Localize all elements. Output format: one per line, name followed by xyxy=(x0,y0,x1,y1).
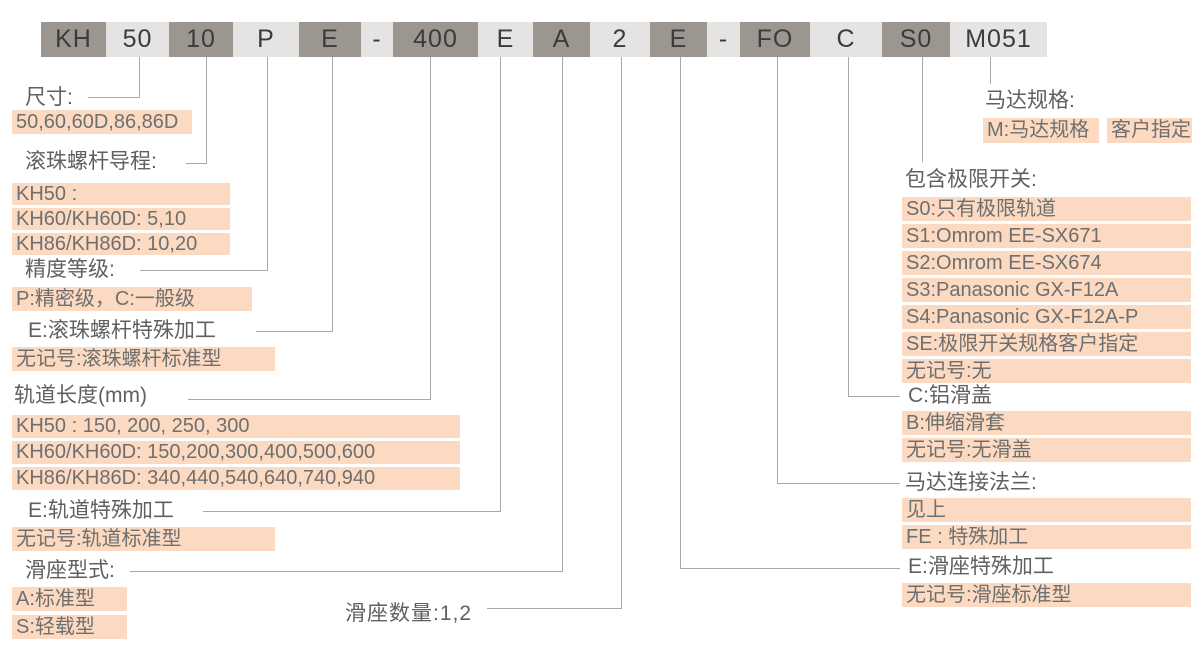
leader-line-rail-length-h xyxy=(188,399,431,400)
code-segment-series: KH xyxy=(41,22,106,57)
lead-row-kh50: KH50 : xyxy=(12,183,230,205)
leader-line-screw-special-h xyxy=(256,331,333,332)
leader-line-accuracy-v xyxy=(267,57,268,270)
leader-line-rail-special-h xyxy=(203,511,501,512)
code-segment-rail-special: E xyxy=(478,22,533,57)
limit-switch-row-none: 无记号:无 xyxy=(902,359,1191,383)
slider-special-value: 无记号:滑座标准型 xyxy=(902,583,1191,607)
leader-line-lead-v xyxy=(206,57,207,163)
code-segment-slider-qty: 2 xyxy=(590,22,650,57)
flange-row-see-above: 见上 xyxy=(902,498,1191,522)
code-segment-flange: FO xyxy=(740,22,810,57)
leader-line-accuracy-h xyxy=(140,270,268,271)
cover-row-none: 无记号:无滑盖 xyxy=(902,438,1191,462)
rail-length-row-kh60: KH60/KH60D: 150,200,300,400,500,600 xyxy=(12,441,460,464)
motor-spec-label: 马达规格: xyxy=(985,89,1075,112)
code-segment-slider-type: A xyxy=(533,22,590,57)
lead-row-kh86: KH86/KH86D: 10,20 xyxy=(12,233,230,255)
limit-switch-row-s2: S2:Omrom EE-SX674 xyxy=(902,251,1191,275)
cover-label: C:铝滑盖 xyxy=(908,384,992,407)
code-segment-rail-length: 400 xyxy=(393,22,478,57)
rail-length-row-kh50: KH50 : 150, 200, 250, 300 xyxy=(12,415,460,438)
leader-line-motor-spec-v xyxy=(990,57,991,84)
leader-line-flange-v xyxy=(777,57,778,483)
code-segment-dash-2: - xyxy=(707,22,740,57)
part-code-bar: KH 50 10 P E - 400 E A 2 E - FO C S0 M05… xyxy=(41,22,1047,57)
limit-switch-label: 包含极限开关: xyxy=(905,168,1037,191)
leader-line-slider-special-h xyxy=(680,568,900,569)
limit-switch-row-s3: S3:Panasonic GX-F12A xyxy=(902,278,1191,302)
leader-line-slider-qty-v xyxy=(621,57,622,608)
cover-row-b: B:伸缩滑套 xyxy=(902,411,1191,435)
code-segment-motor-spec: M051 xyxy=(950,22,1047,57)
leader-line-size-h xyxy=(88,97,140,98)
code-segment-slider-special: E xyxy=(650,22,707,57)
limit-switch-row-s4: S4:Panasonic GX-F12A-P xyxy=(902,305,1191,329)
slider-type-row-s: S:轻载型 xyxy=(12,615,127,639)
code-segment-limit-switch: S0 xyxy=(882,22,950,57)
motor-spec-custom-value: 客户指定 xyxy=(1107,118,1192,143)
code-segment-cover: C xyxy=(810,22,882,57)
leader-line-slider-type-h xyxy=(130,571,563,572)
rail-special-value: 无记号:轨道标准型 xyxy=(12,527,275,551)
leader-line-size-v xyxy=(139,57,140,97)
leader-line-slider-qty-h xyxy=(487,608,622,609)
leader-line-lead-h xyxy=(186,163,207,164)
code-segment-size: 50 xyxy=(106,22,169,57)
flange-row-fe: FE : 特殊加工 xyxy=(902,525,1191,549)
code-segment-lead: 10 xyxy=(169,22,233,57)
leader-line-screw-special-v xyxy=(332,57,333,331)
code-segment-accuracy: P xyxy=(233,22,299,57)
lead-label: 滚珠螺杆导程: xyxy=(25,150,157,173)
flange-label: 马达连接法兰: xyxy=(905,471,1037,494)
code-segment-dash-1: - xyxy=(361,22,393,57)
limit-switch-row-se: SE:极限开关规格客户指定 xyxy=(902,332,1191,356)
leader-line-rail-special-v xyxy=(500,57,501,511)
screw-special-label: E:滚珠螺杆特殊加工 xyxy=(28,319,216,342)
leader-line-cover-h xyxy=(848,396,900,397)
limit-switch-row-s1: S1:Omrom EE-SX671 xyxy=(902,224,1191,248)
limit-switch-row-s0: S0:只有极限轨道 xyxy=(902,197,1191,221)
slider-special-label: E:滑座特殊加工 xyxy=(908,555,1054,578)
accuracy-values: P:精密级，C:一般级 xyxy=(12,287,252,311)
leader-line-rail-length-v xyxy=(430,57,431,399)
code-segment-screw-special: E xyxy=(299,22,361,57)
rail-length-row-kh86: KH86/KH86D: 340,440,540,640,740,940 xyxy=(12,467,460,490)
accuracy-label: 精度等级: xyxy=(25,258,115,281)
lead-row-kh60: KH60/KH60D: 5,10 xyxy=(12,208,230,230)
size-label: 尺寸: xyxy=(25,86,73,109)
leader-line-slider-type-v xyxy=(562,57,563,571)
leader-line-limit-switch-v xyxy=(922,57,923,162)
slider-type-row-a: A:标准型 xyxy=(12,587,127,611)
leader-line-cover-v xyxy=(848,57,849,396)
slider-qty-label: 滑座数量:1,2 xyxy=(345,602,473,625)
slider-type-label: 滑座型式: xyxy=(25,559,115,582)
leader-line-flange-h xyxy=(777,483,900,484)
rail-length-label: 轨道长度(mm) xyxy=(14,384,147,407)
screw-special-value: 无记号:滚珠螺杆标准型 xyxy=(12,347,275,371)
motor-spec-value: M:马达规格 xyxy=(983,118,1099,143)
rail-special-label: E:轨道特殊加工 xyxy=(28,499,174,522)
size-values: 50,60,60D,86,86D xyxy=(12,110,192,134)
leader-line-slider-special-v xyxy=(680,57,681,568)
